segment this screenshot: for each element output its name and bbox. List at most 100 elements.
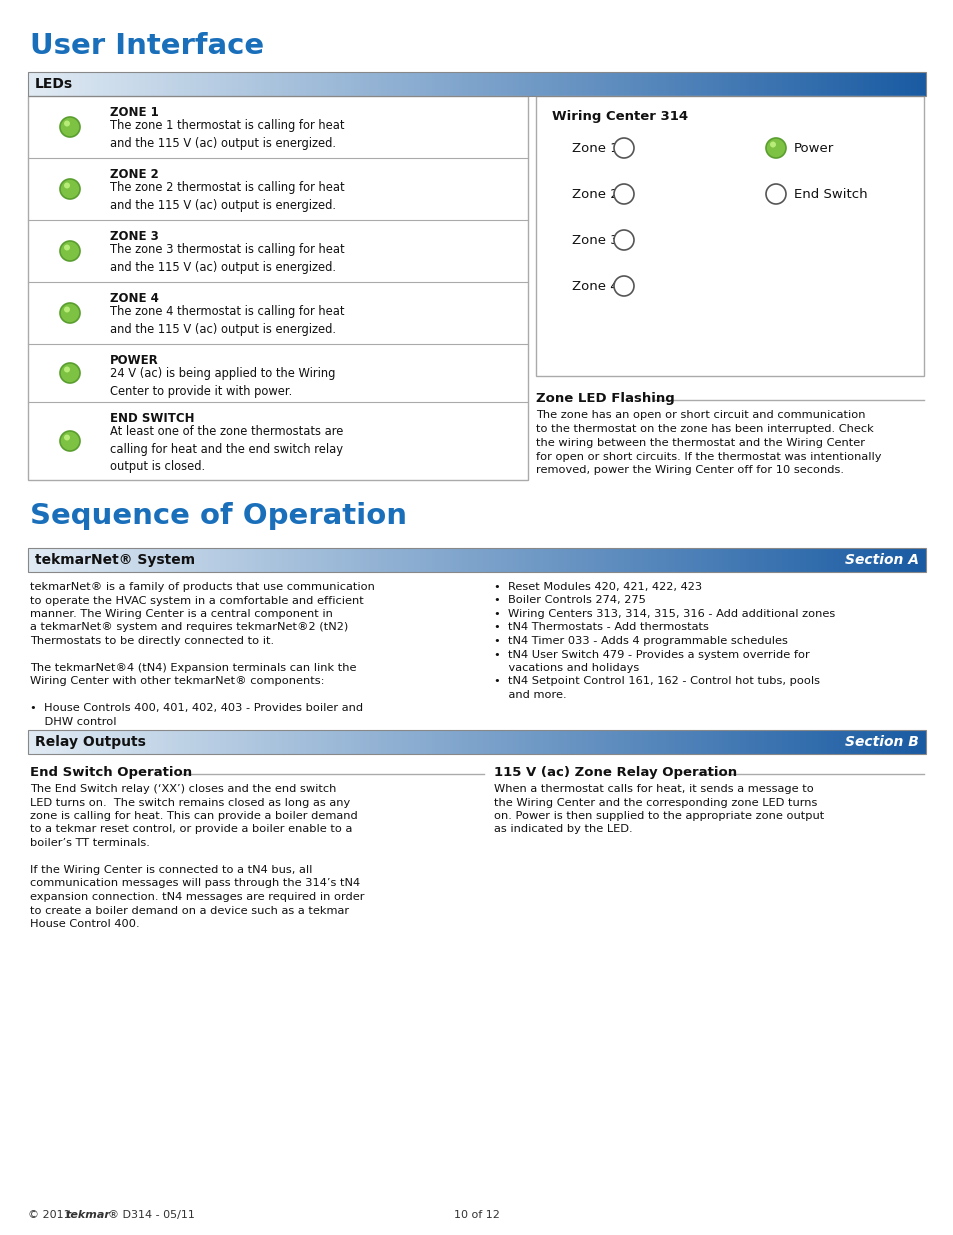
Bar bbox=[886, 548, 890, 572]
Bar bbox=[516, 548, 518, 572]
Bar bbox=[749, 548, 752, 572]
Bar bbox=[437, 730, 441, 755]
Bar bbox=[461, 548, 465, 572]
Bar bbox=[797, 730, 800, 755]
Bar bbox=[372, 730, 375, 755]
Bar bbox=[318, 730, 321, 755]
Bar bbox=[411, 730, 415, 755]
Bar bbox=[569, 548, 573, 572]
Bar bbox=[204, 72, 208, 96]
Text: ® D314 - 05/11: ® D314 - 05/11 bbox=[108, 1210, 194, 1220]
Bar bbox=[659, 72, 662, 96]
Bar bbox=[333, 72, 336, 96]
Bar bbox=[665, 548, 668, 572]
Bar bbox=[423, 730, 426, 755]
Bar bbox=[297, 730, 300, 755]
Bar bbox=[408, 730, 411, 755]
Bar bbox=[907, 730, 910, 755]
Bar bbox=[745, 72, 749, 96]
Bar bbox=[198, 730, 202, 755]
Bar bbox=[169, 72, 172, 96]
Bar bbox=[510, 730, 513, 755]
Bar bbox=[255, 730, 258, 755]
Bar bbox=[64, 548, 68, 572]
Bar bbox=[787, 730, 791, 755]
Bar bbox=[898, 548, 902, 572]
Bar bbox=[213, 548, 217, 572]
Bar bbox=[703, 730, 707, 755]
Bar bbox=[521, 730, 525, 755]
Bar bbox=[823, 548, 827, 572]
Bar bbox=[802, 548, 806, 572]
Bar bbox=[151, 730, 154, 755]
Bar bbox=[312, 548, 315, 572]
Bar bbox=[142, 730, 145, 755]
Bar bbox=[276, 548, 279, 572]
Bar bbox=[356, 730, 360, 755]
Bar bbox=[476, 730, 480, 755]
Bar bbox=[850, 730, 854, 755]
Bar bbox=[495, 548, 497, 572]
Bar bbox=[419, 730, 423, 755]
Bar bbox=[127, 72, 131, 96]
Bar bbox=[605, 72, 609, 96]
Bar bbox=[794, 730, 797, 755]
Bar bbox=[315, 548, 318, 572]
Bar bbox=[195, 730, 199, 755]
Bar bbox=[103, 548, 106, 572]
Bar bbox=[635, 730, 639, 755]
Bar bbox=[309, 72, 313, 96]
Bar bbox=[70, 730, 73, 755]
Bar bbox=[572, 72, 576, 96]
Bar bbox=[130, 730, 133, 755]
Bar bbox=[156, 730, 160, 755]
Bar bbox=[414, 730, 417, 755]
Bar bbox=[464, 548, 468, 572]
Bar bbox=[253, 548, 255, 572]
Circle shape bbox=[64, 367, 70, 373]
Text: ZONE 1: ZONE 1 bbox=[110, 106, 158, 119]
Bar bbox=[737, 730, 740, 755]
Bar bbox=[510, 72, 513, 96]
Bar bbox=[145, 72, 148, 96]
Bar bbox=[545, 730, 549, 755]
Bar bbox=[608, 72, 612, 96]
Bar bbox=[805, 72, 809, 96]
Bar bbox=[860, 548, 862, 572]
Bar bbox=[862, 72, 865, 96]
Bar bbox=[839, 730, 841, 755]
Bar bbox=[112, 72, 115, 96]
Bar bbox=[356, 72, 360, 96]
Bar bbox=[309, 548, 313, 572]
Bar bbox=[222, 548, 226, 572]
Bar bbox=[766, 72, 770, 96]
Bar bbox=[584, 548, 588, 572]
Bar bbox=[195, 72, 199, 96]
Bar bbox=[456, 548, 459, 572]
Bar bbox=[742, 548, 746, 572]
Bar bbox=[916, 72, 920, 96]
Text: expansion connection. tN4 messages are required in order: expansion connection. tN4 messages are r… bbox=[30, 892, 364, 902]
Bar bbox=[889, 72, 893, 96]
Bar bbox=[375, 72, 378, 96]
Bar bbox=[668, 548, 671, 572]
Bar bbox=[354, 730, 357, 755]
Bar bbox=[682, 730, 686, 755]
Bar bbox=[641, 548, 644, 572]
Text: LEDs: LEDs bbox=[35, 77, 73, 91]
Bar bbox=[737, 548, 740, 572]
Bar bbox=[844, 730, 848, 755]
Bar bbox=[375, 548, 378, 572]
Bar bbox=[229, 730, 232, 755]
Bar bbox=[769, 548, 773, 572]
Bar bbox=[923, 72, 925, 96]
Bar bbox=[88, 730, 91, 755]
Text: as indicated by the LED.: as indicated by the LED. bbox=[494, 825, 632, 835]
Bar bbox=[127, 730, 131, 755]
Bar bbox=[485, 72, 489, 96]
Bar bbox=[255, 548, 258, 572]
Bar bbox=[605, 730, 609, 755]
Bar bbox=[318, 548, 321, 572]
Text: END SWITCH: END SWITCH bbox=[110, 412, 194, 425]
Bar bbox=[432, 548, 436, 572]
